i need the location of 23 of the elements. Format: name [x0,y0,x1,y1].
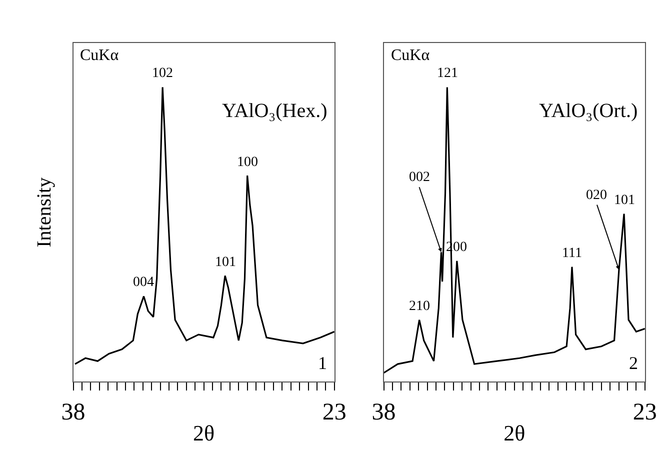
annotation: 100 [237,155,258,170]
x-tick-label: 38 [61,400,86,426]
annotation: YAlO₃(Hex.) [222,100,328,122]
x-axis-title: 2θ [504,420,526,446]
annotation: 210 [409,299,430,314]
text: CuKα [80,47,120,64]
annotation: YAlO₃(Ort.) [539,100,638,122]
x-tick-label: 23 [322,400,346,426]
annotation: 101 [614,193,635,208]
annotation: 002 [409,170,430,185]
annotation: 121 [437,66,458,81]
annotation: 2 [629,353,638,373]
text: CuKα [391,47,430,64]
annotation: 020 [586,188,607,203]
x-tick-label: 23 [632,400,657,426]
x-tick-label: 38 [372,400,396,426]
annotation: 004 [133,275,154,290]
y-axis-title: Intensity [34,177,56,248]
annotation: 102 [152,66,173,81]
annotation: 101 [215,255,236,270]
annotation: 111 [562,246,582,261]
x-axis-title: 2θ [193,420,215,446]
annotation: 1 [318,353,327,373]
